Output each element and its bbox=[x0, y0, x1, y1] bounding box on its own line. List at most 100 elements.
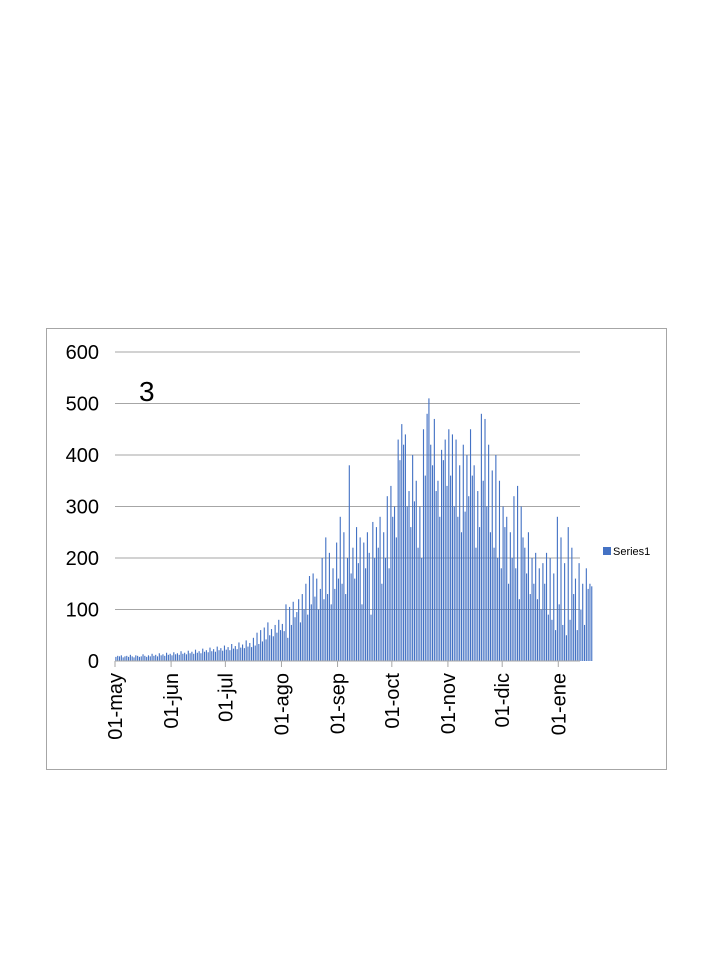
bar-177 bbox=[435, 491, 437, 661]
bar-78 bbox=[256, 632, 258, 661]
bar-159 bbox=[403, 444, 405, 661]
bar-233 bbox=[536, 599, 539, 661]
bar-91 bbox=[279, 630, 282, 661]
bar-182 bbox=[444, 439, 446, 661]
bar-132 bbox=[354, 578, 356, 661]
bar-241 bbox=[551, 619, 553, 661]
bar-216 bbox=[506, 516, 508, 661]
bar-66 bbox=[234, 646, 236, 661]
bar-152 bbox=[390, 485, 392, 661]
bar-81 bbox=[261, 641, 264, 661]
bar-252 bbox=[571, 547, 573, 661]
y-tick-label-300: 300 bbox=[66, 497, 99, 519]
y-tick-label-500: 500 bbox=[66, 394, 99, 416]
bar-238 bbox=[545, 552, 548, 661]
bar-33 bbox=[175, 654, 177, 661]
bar-60 bbox=[223, 645, 226, 661]
bar-49 bbox=[204, 651, 206, 661]
bar-105 bbox=[305, 583, 307, 661]
bar-161 bbox=[406, 506, 408, 661]
bar-67 bbox=[236, 649, 238, 661]
bar-151 bbox=[388, 568, 390, 661]
bar-21 bbox=[153, 655, 155, 661]
bar-4 bbox=[122, 657, 124, 661]
bar-256 bbox=[578, 563, 580, 661]
bar-257 bbox=[580, 609, 582, 661]
bar-44 bbox=[194, 649, 197, 661]
bar-13 bbox=[138, 656, 140, 661]
bar-23 bbox=[156, 656, 159, 661]
bar-53 bbox=[211, 651, 213, 661]
bar-123 bbox=[337, 578, 340, 661]
bar-197 bbox=[471, 475, 473, 661]
bar-144 bbox=[375, 527, 378, 661]
x-tick-label-8: 01-ene bbox=[548, 673, 570, 735]
y-tick-label-200: 200 bbox=[66, 548, 99, 570]
bar-118 bbox=[328, 552, 330, 661]
bar-251 bbox=[569, 619, 571, 661]
bar-69 bbox=[240, 647, 242, 661]
bar-223 bbox=[518, 599, 520, 661]
bar-179 bbox=[439, 516, 441, 661]
bar-88 bbox=[274, 624, 276, 661]
bar-201 bbox=[479, 527, 481, 661]
bar-122 bbox=[336, 542, 338, 661]
bar-154 bbox=[393, 506, 396, 661]
bar-178 bbox=[437, 480, 439, 661]
bar-74 bbox=[249, 642, 251, 661]
bar-215 bbox=[504, 527, 506, 661]
bar-249 bbox=[565, 635, 567, 661]
bar-102 bbox=[299, 622, 302, 662]
bar-37 bbox=[182, 653, 184, 661]
bar-19 bbox=[149, 656, 151, 661]
x-tick-label-2: 01-jul bbox=[215, 673, 237, 722]
bar-207 bbox=[489, 532, 491, 661]
bar-54 bbox=[213, 649, 215, 661]
bar-7 bbox=[128, 656, 130, 661]
bar-185 bbox=[450, 475, 452, 661]
bar-36 bbox=[180, 651, 182, 661]
bar-172 bbox=[426, 413, 428, 661]
bar-189 bbox=[457, 516, 459, 661]
bar-84 bbox=[267, 622, 269, 662]
bar-211 bbox=[497, 558, 499, 661]
bar-119 bbox=[330, 604, 332, 661]
bar-198 bbox=[473, 465, 475, 661]
bar-112 bbox=[317, 609, 320, 661]
bar-12 bbox=[137, 655, 139, 661]
bar-136 bbox=[361, 604, 363, 661]
bar-90 bbox=[278, 619, 280, 661]
bar-169 bbox=[421, 558, 423, 661]
bar-110 bbox=[314, 596, 316, 662]
bar-135 bbox=[359, 537, 361, 661]
bar-248 bbox=[564, 563, 566, 661]
bar-128 bbox=[346, 558, 349, 661]
bar-125 bbox=[341, 583, 343, 661]
bar-173 bbox=[428, 398, 430, 661]
bar-68 bbox=[238, 642, 240, 661]
bar-227 bbox=[526, 573, 528, 661]
bar-93 bbox=[283, 631, 285, 661]
bar-99 bbox=[294, 617, 296, 661]
bar-180 bbox=[441, 449, 443, 661]
bar-183 bbox=[446, 485, 448, 661]
bar-156 bbox=[397, 439, 399, 661]
bar-138 bbox=[365, 568, 367, 661]
bar-107 bbox=[308, 576, 311, 661]
bar-186 bbox=[451, 434, 453, 661]
bar-187 bbox=[453, 506, 455, 661]
bar-210 bbox=[495, 455, 497, 661]
bar-155 bbox=[395, 537, 397, 661]
x-tick-label-3: 01-ago bbox=[271, 673, 293, 735]
bar-145 bbox=[377, 547, 379, 661]
bar-11 bbox=[135, 655, 137, 661]
bar-109 bbox=[312, 573, 314, 661]
bar-100 bbox=[296, 612, 298, 661]
bar-255 bbox=[576, 630, 578, 661]
legend-swatch bbox=[603, 547, 611, 555]
bar-9 bbox=[131, 656, 133, 661]
x-tick-label-7: 01-dic bbox=[492, 673, 514, 727]
bar-232 bbox=[535, 552, 537, 661]
bar-41 bbox=[189, 653, 191, 661]
bar-108 bbox=[310, 604, 312, 661]
